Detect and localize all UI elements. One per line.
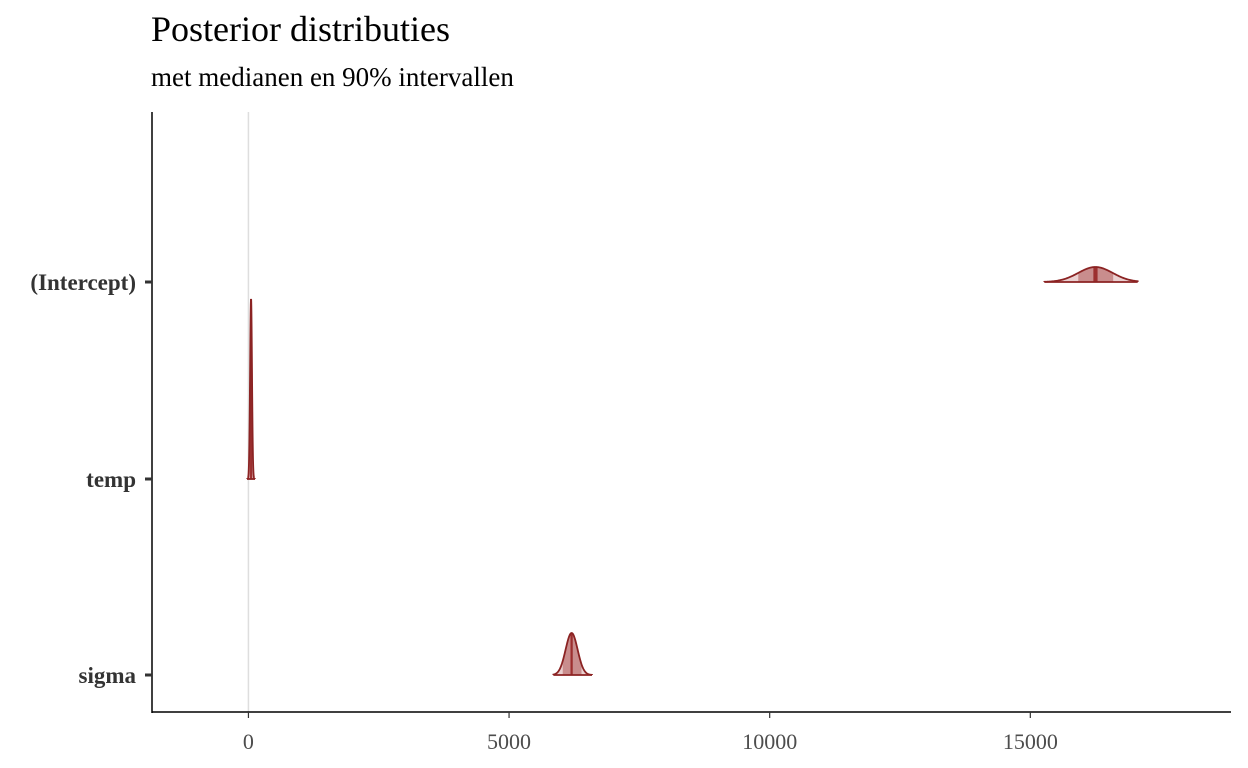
x-tick-label: 15000 [1003,729,1058,754]
y-tick-label: sigma [79,663,137,688]
chart-title: Posterior distributies [151,9,450,49]
x-tick-label: 0 [243,729,254,754]
median-marker [570,633,573,675]
chart-subtitle: met medianen en 90% intervallen [151,62,514,92]
density-outline [552,632,593,676]
posterior-temp [246,298,256,480]
median-marker [250,299,253,479]
posterior-sigma [552,632,593,676]
x-tick-label: 5000 [487,729,531,754]
density-outline [1043,266,1139,283]
posterior-intercept [1043,266,1139,283]
x-tick-label: 10000 [742,729,797,754]
y-tick-label: (Intercept) [30,270,136,295]
density-outline [246,298,256,480]
y-tick-label: temp [86,467,136,492]
median-marker [1093,267,1098,282]
